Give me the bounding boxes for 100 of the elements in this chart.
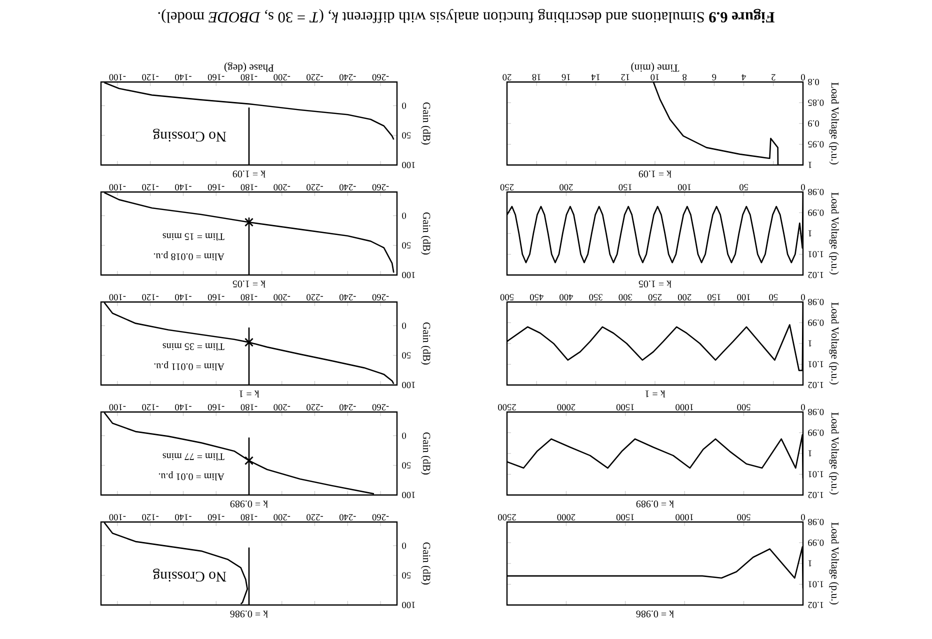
- x-tick-label: -140: [175, 404, 192, 410]
- x-tick-label: -200: [274, 74, 290, 80]
- x-tick-label: 250: [648, 294, 662, 300]
- annotation: Alim = 0.018 p.u.: [154, 251, 224, 260]
- x-tick-label: 50: [739, 184, 748, 190]
- y-tick-label: 1: [808, 162, 812, 168]
- x-tick-label: 10: [650, 74, 659, 80]
- x-tick-label: 2500: [498, 514, 516, 520]
- y-tick-label: 50: [402, 572, 410, 579]
- y-tick-label: 1.01: [808, 361, 824, 368]
- annotation: Tlim = 77 mins: [162, 453, 224, 460]
- x-tick-label: -220: [306, 294, 323, 300]
- x-tick-label: 150: [618, 184, 632, 190]
- y-tick-label: 100: [402, 492, 415, 498]
- y-axis-title: Load Voltage (p.u.): [829, 522, 839, 604]
- x-tick-label: -160: [208, 404, 224, 410]
- x-tick-label: -240: [339, 514, 356, 520]
- x-tick-label: -140: [175, 514, 192, 520]
- x-axis-title: Phase (deg): [224, 62, 274, 72]
- annotation: Tlim = 15 mins: [162, 233, 224, 240]
- annotation: Alim = 0.011 p.u.: [154, 361, 224, 370]
- annotation: No Crossing: [153, 568, 226, 582]
- text: k = 1.09: [638, 170, 672, 178]
- x-tick-label: -200: [274, 514, 290, 520]
- x-tick-label: 12: [621, 74, 630, 80]
- y-tick-label: 1: [808, 450, 812, 457]
- y-tick-label: 1.02: [808, 602, 824, 608]
- y-tick-label: 0.98: [808, 518, 824, 526]
- x-tick-label: 450: [530, 294, 544, 300]
- x-tick-label: 100: [678, 184, 691, 190]
- x-tick-label: 20: [502, 74, 512, 80]
- x-tick-label: -220: [306, 184, 323, 190]
- x-tick-label: -180: [240, 404, 258, 410]
- x-tick-label: -120: [142, 184, 159, 190]
- y-axis-title: Gain (dB): [420, 432, 431, 474]
- x-tick-label: -200: [274, 294, 290, 300]
- text: k = 1.05: [638, 280, 672, 288]
- x-tick-label: -260: [372, 294, 389, 300]
- x-tick-label: 400: [560, 294, 574, 300]
- x-tick-label: -140: [175, 184, 192, 190]
- x-tick-label: -140: [175, 74, 192, 80]
- x-tick-label: 150: [708, 294, 720, 300]
- y-tick-label: 50: [402, 242, 410, 249]
- x-tick-label: -100: [109, 514, 126, 520]
- x-tick-label: 16: [562, 74, 570, 80]
- x-tick-label: -240: [339, 184, 356, 190]
- x-tick-label: -220: [306, 404, 323, 410]
- y-axis-title: Load Voltage (p.u.): [829, 412, 839, 494]
- x-tick-label: -220: [306, 514, 323, 520]
- x-tick-label: -220: [306, 74, 323, 80]
- x-tick-label: -160: [208, 294, 224, 300]
- x-tick-label: 2: [772, 74, 776, 80]
- x-tick-label: -240: [339, 74, 356, 80]
- x-tick-label: 0: [801, 184, 805, 190]
- x-tick-label: 0: [801, 514, 805, 520]
- y-tick-label: 0.99: [808, 540, 824, 546]
- text: k = 0.989: [636, 500, 674, 508]
- annotation: No Crossing: [153, 128, 226, 142]
- x-tick-label: -120: [142, 294, 159, 300]
- x-tick-label: 500: [737, 404, 750, 410]
- y-tick-label: 0: [402, 102, 406, 109]
- x-tick-label: -160: [208, 184, 224, 190]
- annotation: Alim = 0.01 p.u.: [158, 471, 224, 480]
- y-tick-label: 100: [402, 162, 415, 168]
- y-tick-label: 100: [402, 272, 415, 278]
- y-tick-label: 0.8: [808, 78, 820, 86]
- text: k = 0.986: [230, 610, 268, 618]
- y-tick-label: 0.98: [808, 298, 824, 306]
- text: Figure 6.9 Simulations and describing function analysis with different k, (T = 30 s, DBODE model).: [158, 8, 774, 24]
- x-tick-label: -180: [240, 514, 258, 520]
- y-tick-label: 0: [402, 322, 406, 329]
- x-tick-label: 6: [712, 74, 716, 80]
- y-tick-label: 100: [402, 602, 415, 608]
- x-tick-label: 14: [591, 74, 600, 80]
- x-tick-label: 2000: [557, 514, 576, 520]
- y-tick-label: 100: [402, 382, 415, 388]
- text: k = 1: [645, 390, 666, 398]
- x-axis-title: Time (min): [631, 62, 680, 72]
- x-tick-label: -160: [208, 74, 224, 80]
- y-tick-label: 1.01: [808, 251, 824, 258]
- y-tick-label: 0.9: [808, 120, 820, 127]
- x-tick-label: -120: [142, 74, 159, 80]
- y-tick-label: 0.99: [808, 430, 824, 436]
- y-tick-label: 1.02: [808, 382, 824, 388]
- y-axis-title: Load Voltage (p.u.): [829, 192, 839, 274]
- x-tick-label: 8: [682, 74, 687, 80]
- x-tick-label: -240: [339, 404, 356, 410]
- x-tick-label: -180: [240, 294, 258, 300]
- y-tick-label: 50: [402, 352, 410, 359]
- x-tick-label: 350: [589, 294, 602, 300]
- y-tick-label: 0: [402, 432, 406, 439]
- y-axis-title: Load Voltage (p.u.): [829, 302, 839, 384]
- text: k = 0.989: [230, 500, 268, 508]
- y-tick-label: 50: [402, 132, 410, 139]
- x-tick-label: 2500: [498, 404, 516, 410]
- y-tick-label: 1.01: [808, 581, 824, 588]
- x-tick-label: -180: [240, 74, 258, 80]
- x-tick-label: -160: [208, 514, 224, 520]
- x-tick-label: -260: [372, 404, 389, 410]
- y-tick-label: 0.95: [808, 141, 824, 148]
